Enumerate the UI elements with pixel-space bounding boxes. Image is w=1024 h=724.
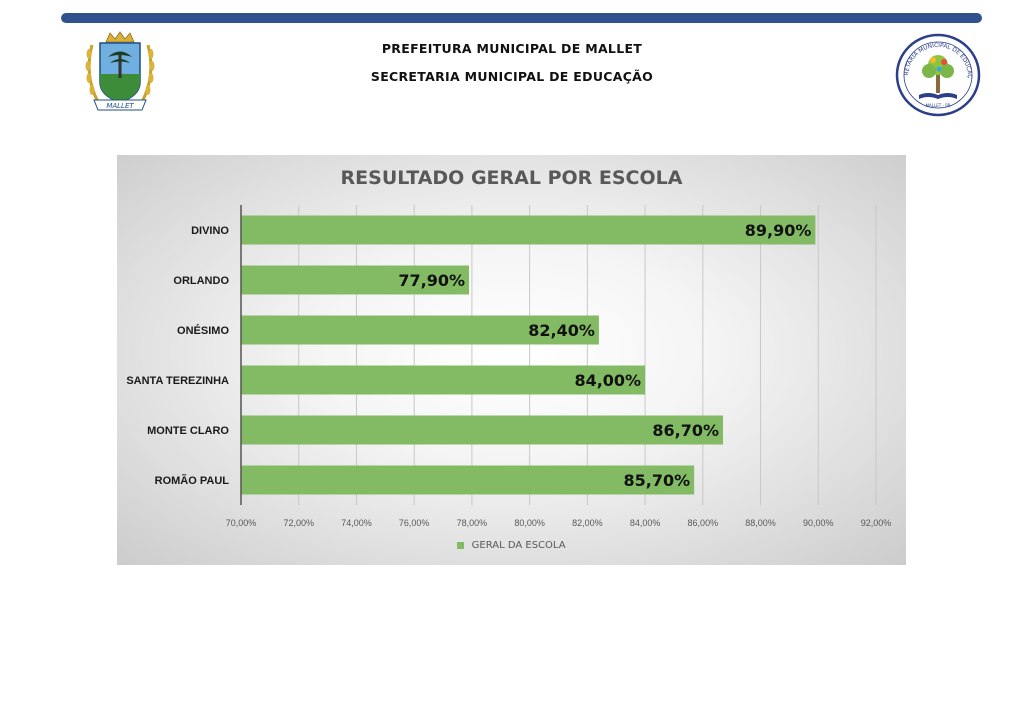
category-label: SANTA TEREZINHA (126, 375, 229, 387)
x-tick-label: 88,00% (745, 518, 776, 528)
crest-ribbon-text: MALLET (106, 102, 134, 110)
x-tick-label: 70,00% (226, 518, 257, 528)
x-tick-label: 82,00% (572, 518, 603, 528)
x-tick-label: 90,00% (803, 518, 834, 528)
chart-panel: RESULTADO GERAL POR ESCOLA 70,00% 72,00% 7… (117, 155, 906, 565)
municipal-crest-logo: MALLET (85, 31, 155, 111)
bar (241, 465, 695, 495)
header-secretariat: SECRETARIA MUNICIPAL DE EDUCAÇÃO (370, 69, 654, 84)
data-label: 86,70% (652, 421, 719, 440)
chart-legend: GERAL DA ESCOLA (117, 540, 906, 552)
data-label: 84,00% (574, 371, 641, 390)
category-label: MONTE CLARO (147, 425, 229, 437)
chart-title: RESULTADO GERAL POR ESCOLA (340, 167, 683, 189)
legend-swatch (457, 542, 465, 549)
data-label: 89,90% (745, 221, 812, 240)
bar-chart: 70,00% 72,00% 74,00% 76,00% 78,00% 80,00% 82,0… (126, 205, 892, 528)
seal-bottom-text: MALLET - PR (926, 103, 951, 108)
x-tick-label: 78,00% (457, 518, 488, 528)
bar (241, 215, 816, 245)
education-secretariat-seal: SECRETARIA MUNICIPAL DE EDUCAÇÃO MALLET … (895, 33, 981, 117)
x-tick-label: 74,00% (341, 518, 372, 528)
category-label: DIVINO (191, 225, 229, 237)
x-tick-label: 76,00% (399, 518, 430, 528)
category-label: ONÉSIMO (177, 324, 229, 337)
data-label: 77,90% (398, 271, 465, 290)
data-label: 82,40% (528, 321, 595, 340)
legend-label: GERAL DA ESCOLA (471, 540, 566, 551)
data-label: 85,70% (624, 471, 691, 490)
x-tick-label: 80,00% (514, 518, 545, 528)
header-municipality: PREFEITURA MUNICIPAL DE MALLET (381, 41, 643, 56)
x-tick-label: 86,00% (688, 518, 719, 528)
bar (241, 365, 646, 395)
x-tick-label: 92,00% (861, 518, 892, 528)
bar (241, 265, 470, 295)
bar (241, 315, 599, 345)
top-decorative-bar (61, 13, 982, 23)
bar (241, 415, 724, 445)
x-tick-label: 72,00% (283, 518, 314, 528)
category-label: ORLANDO (173, 275, 229, 287)
x-tick-label: 84,00% (630, 518, 661, 528)
category-label: ROMÃO PAUL (155, 474, 230, 487)
